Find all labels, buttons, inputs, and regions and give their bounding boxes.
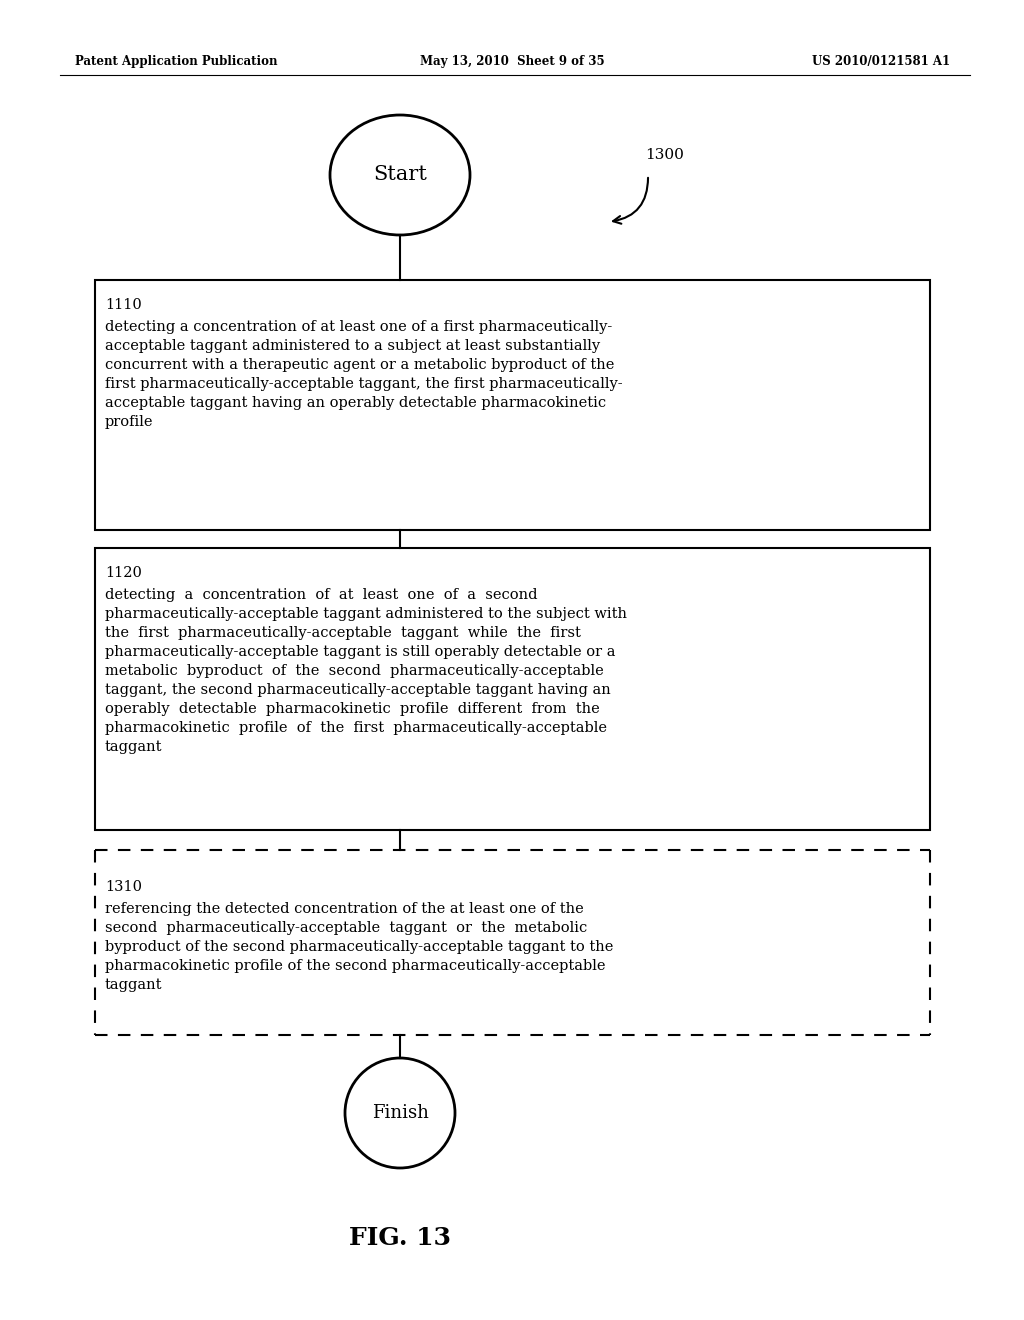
- Bar: [95, 280, 930, 531]
- Text: FIG. 13: FIG. 13: [349, 1226, 451, 1250]
- Text: detecting a concentration of at least one of a first pharmaceutically-
acceptabl: detecting a concentration of at least on…: [105, 319, 623, 429]
- Bar: [95, 548, 930, 830]
- Text: 1120: 1120: [105, 566, 142, 579]
- Text: referencing the detected concentration of the at least one of the
second  pharma: referencing the detected concentration o…: [105, 902, 613, 991]
- Text: 1310: 1310: [105, 880, 142, 894]
- Text: Finish: Finish: [372, 1104, 428, 1122]
- Text: Start: Start: [373, 165, 427, 185]
- Text: detecting  a  concentration  of  at  least  one  of  a  second
pharmaceutically-: detecting a concentration of at least on…: [105, 587, 627, 754]
- Text: 1300: 1300: [645, 148, 684, 162]
- Text: US 2010/0121581 A1: US 2010/0121581 A1: [812, 55, 950, 69]
- Text: May 13, 2010  Sheet 9 of 35: May 13, 2010 Sheet 9 of 35: [420, 55, 604, 69]
- Text: 1110: 1110: [105, 298, 141, 312]
- Text: Patent Application Publication: Patent Application Publication: [75, 55, 278, 69]
- FancyArrowPatch shape: [613, 178, 648, 223]
